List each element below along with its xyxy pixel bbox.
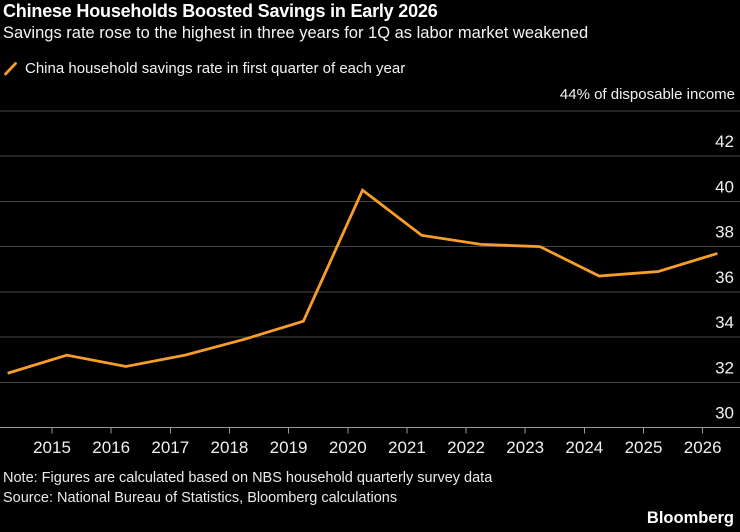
x-tick-label: 2021 [388, 438, 426, 457]
source-text: Source: National Bureau of Statistics, B… [3, 490, 398, 506]
y-tick-label: 30 [715, 404, 734, 423]
y-tick-label: 38 [715, 223, 734, 242]
savings-rate-line [7, 187, 718, 375]
bloomberg-wordmark: Bloomberg [646, 509, 734, 527]
x-tick-label: 2025 [625, 438, 663, 457]
x-tick-label: 2015 [33, 438, 71, 457]
legend-label: China household savings rate in first qu… [25, 60, 406, 77]
y-axis-unit-label: 44% of disposable income [559, 86, 735, 103]
note-text: Note: Figures are calculated based on NB… [3, 470, 493, 486]
x-tick-label: 2016 [92, 438, 130, 457]
x-tick-label: 2023 [506, 438, 544, 457]
y-tick-label: 32 [715, 358, 734, 377]
y-tick-label: 42 [715, 132, 734, 151]
line-series-marker-icon [4, 61, 18, 76]
x-tick-label: 2019 [270, 438, 308, 457]
page-title: Chinese Households Boosted Savings in Ea… [3, 1, 438, 21]
y-tick-label: 40 [715, 177, 734, 196]
x-tick-label: 2020 [329, 438, 367, 457]
y-tick-label: 34 [715, 313, 734, 332]
x-tick-label: 2024 [565, 438, 603, 457]
x-tick-label: 2017 [151, 438, 189, 457]
legend: China household savings rate in first qu… [4, 60, 405, 77]
x-tick-label: 2026 [684, 438, 722, 457]
y-tick-label: 36 [715, 268, 734, 287]
page-subtitle: Savings rate rose to the highest in thre… [3, 24, 589, 42]
x-tick-label: 2022 [447, 438, 485, 457]
x-tick-label: 2018 [211, 438, 249, 457]
